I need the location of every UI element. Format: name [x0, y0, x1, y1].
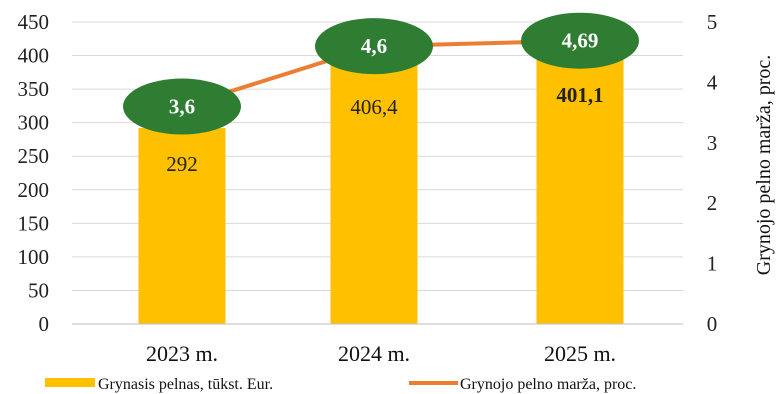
- right-axis-title: Grynojo pelno marža, proc.: [753, 55, 775, 275]
- line-data-label: 4,69: [562, 29, 599, 53]
- category-label: 2025 m.: [544, 341, 616, 366]
- left-tick-label: 250: [18, 144, 50, 168]
- line-marker: [521, 12, 639, 69]
- line-data-label: 3,6: [169, 95, 195, 119]
- left-tick-label: 450: [18, 10, 50, 34]
- bar-data-label: 401,1: [556, 83, 603, 107]
- bar-data-label: 292: [166, 152, 198, 176]
- left-tick-label: 0: [39, 312, 50, 336]
- line-data-label: 4,6: [361, 34, 387, 58]
- legend-line-label: Grynojo pelno marža, proc.: [460, 376, 636, 393]
- right-tick-label: 3: [707, 131, 718, 155]
- legend-bar-label: Grynasis pelnas, tūkst. Eur.: [98, 376, 273, 393]
- bar: [138, 128, 226, 324]
- left-tick-label: 300: [18, 111, 50, 135]
- legend: Grynasis pelnas, tūkst. Eur. Grynojo peln…: [45, 376, 636, 393]
- legend-bar-swatch: [45, 378, 95, 387]
- right-tick-label: 4: [707, 70, 718, 94]
- right-tick-label: 5: [707, 10, 718, 34]
- left-tick-label: 50: [28, 278, 49, 302]
- right-axis: 0 1 2 3 4 5: [707, 10, 718, 336]
- line-marker: [123, 78, 241, 135]
- right-tick-label: 2: [707, 191, 718, 215]
- right-tick-label: 0: [707, 312, 718, 336]
- left-tick-label: 200: [18, 178, 50, 202]
- category-label: 2024 m.: [338, 341, 410, 366]
- category-label: 2023 m.: [146, 341, 218, 366]
- bar-series: 292 406,4 401,1: [138, 51, 624, 325]
- line-series: 3,6 4,6 4,69: [123, 12, 639, 135]
- left-tick-label: 350: [18, 77, 50, 101]
- right-tick-label: 1: [707, 252, 718, 276]
- line-marker: [315, 18, 433, 75]
- bar-data-label: 406,4: [350, 95, 398, 119]
- bar: [536, 54, 624, 325]
- left-axis: 0 50 100 150 200 250 300 350 400 450: [18, 10, 50, 336]
- bar: [330, 51, 418, 325]
- left-tick-label: 400: [18, 44, 50, 68]
- left-tick-label: 100: [18, 245, 50, 269]
- category-axis: 2023 m. 2024 m. 2025 m.: [72, 323, 683, 366]
- left-tick-label: 150: [18, 211, 50, 235]
